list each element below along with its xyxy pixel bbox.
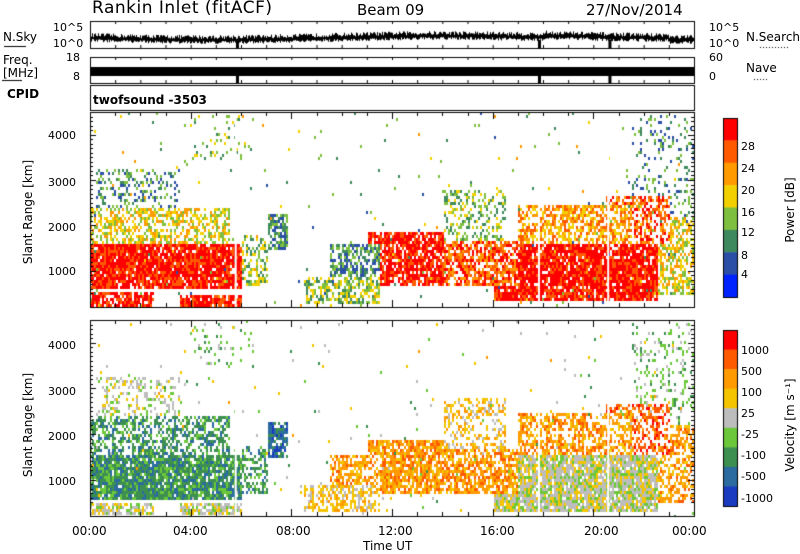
power-ytick-1000: 1000 xyxy=(48,265,76,278)
power-ytick-2000: 2000 xyxy=(48,221,76,234)
xtick-2000: 20:00 xyxy=(584,524,619,538)
xtick-1600: 16:00 xyxy=(480,524,515,538)
power-cbar-tick-8: 8 xyxy=(741,249,748,262)
power-cbar-tick-4: 4 xyxy=(741,268,748,281)
xtick-0000: 00:00 xyxy=(72,524,107,538)
date-title: 27/Nov/2014 xyxy=(586,1,683,19)
freq-tick-bottom: 8 xyxy=(73,70,80,83)
velocity-cbar-tick-100: 100 xyxy=(741,386,762,399)
velocity-cbar-tick-m500: -500 xyxy=(741,470,766,483)
nsky-tick-bottom: 10^0 xyxy=(53,37,84,50)
cpid-value: twofsound -3503 xyxy=(93,93,207,107)
power-ytick-4000: 4000 xyxy=(48,129,76,142)
xtick-2400: 00:00 xyxy=(672,524,707,538)
velocity-ylabel: Slant Range [km] xyxy=(21,372,35,478)
cpid-label: CPID xyxy=(7,87,40,101)
power-cbar-tick-28: 28 xyxy=(741,140,755,153)
power-ylabel: Slant Range [km] xyxy=(21,159,35,265)
freq-tick-top: 18 xyxy=(66,51,80,64)
nsearch-tick-bottom: 10^0 xyxy=(709,37,740,50)
velocity-ytick-2000: 2000 xyxy=(48,430,76,443)
xtick-0800: 08:00 xyxy=(276,524,311,538)
nave-label: Nave xyxy=(746,61,777,75)
velocity-ytick-4000: 4000 xyxy=(48,339,76,352)
power-ytick-3000: 3000 xyxy=(48,176,76,189)
nsky-label: N.Sky xyxy=(3,30,38,44)
power-cbar-tick-16: 16 xyxy=(741,206,755,219)
velocity-ytick-3000: 3000 xyxy=(48,385,76,398)
velocity-ytick-1000: 1000 xyxy=(48,475,76,488)
velocity-cbar-tick-m25: -25 xyxy=(741,428,759,441)
nsearch-tick-top: 10^5 xyxy=(709,21,740,34)
beam-title: Beam 09 xyxy=(357,1,425,19)
xtick-0400: 04:00 xyxy=(173,524,208,538)
freq-label: Freq. xyxy=(3,53,33,67)
nsky-tick-top: 10^5 xyxy=(53,21,84,34)
nave-tick-top: 60 xyxy=(709,51,723,64)
velocity-cbar-tick-1000: 1000 xyxy=(741,344,769,357)
velocity-cbar-tick-m100: -100 xyxy=(741,449,766,462)
power-cbar-label: Power [dB] xyxy=(783,177,797,243)
xlabel: Time UT xyxy=(363,539,413,553)
nave-tick-bottom: 0 xyxy=(709,70,716,83)
power-cbar-tick-24: 24 xyxy=(741,162,755,175)
power-cbar-tick-12: 12 xyxy=(741,226,755,239)
power-cbar-tick-20: 20 xyxy=(741,184,755,197)
freq-unit: [MHz] xyxy=(3,66,39,80)
velocity-cbar-tick-500: 500 xyxy=(741,365,762,378)
velocity-cbar-tick-25: 25 xyxy=(741,407,755,420)
station-title: Rankin Inlet (fitACF) xyxy=(92,0,273,18)
nsearch-label: N.Search xyxy=(746,30,800,44)
velocity-cbar-label: Velocity [m s⁻¹] xyxy=(783,378,797,472)
xtick-1200: 12:00 xyxy=(378,524,413,538)
velocity-cbar-tick-m1000: -1000 xyxy=(741,492,773,505)
